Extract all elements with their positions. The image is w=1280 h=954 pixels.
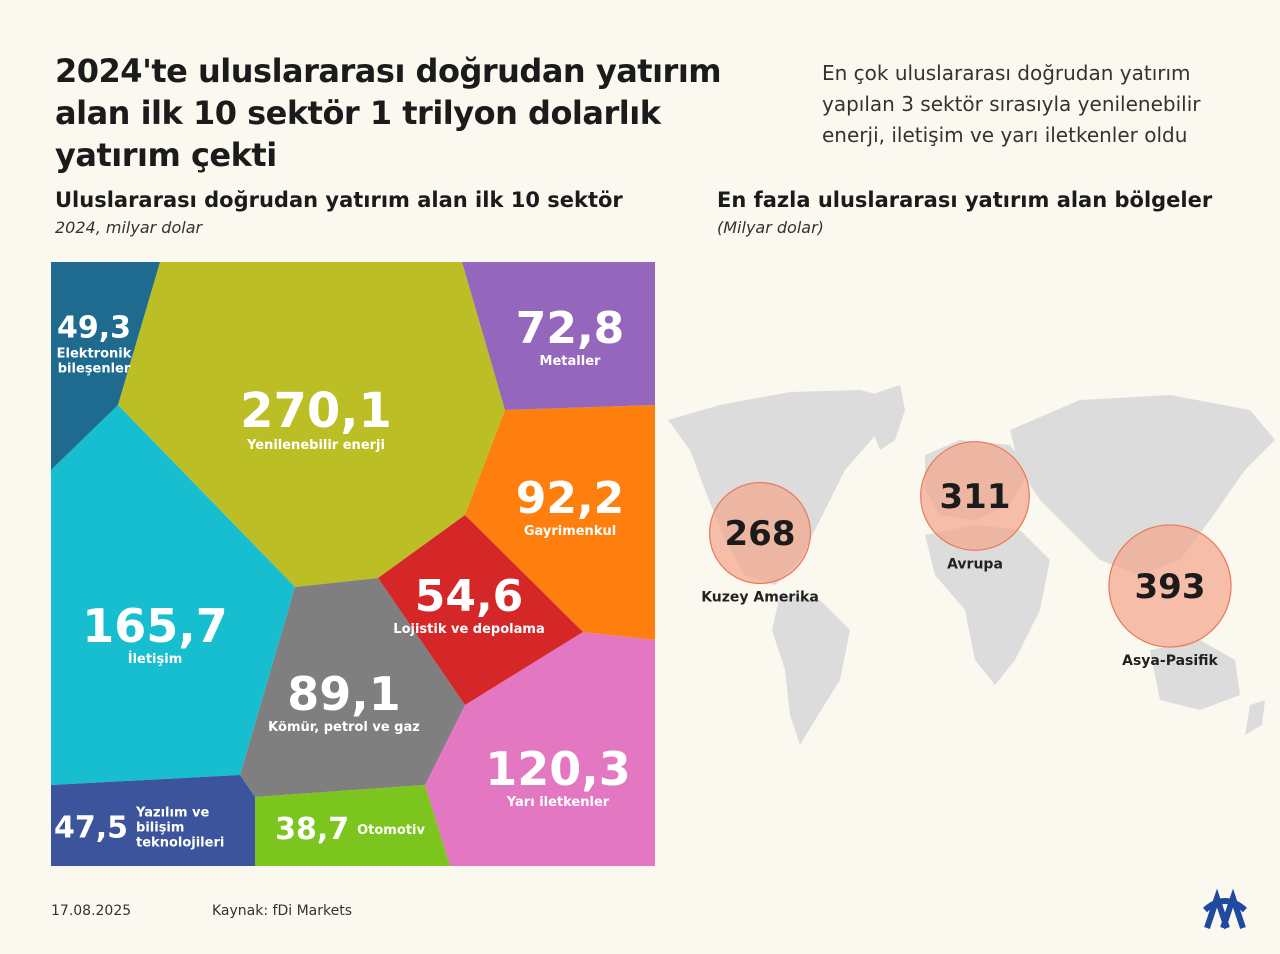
region-label: Asya-Pasifik [1122,653,1218,669]
value-label: 89,1 [287,667,401,721]
value-label: 54,6 [414,571,524,622]
section-heading: Uluslararası doğrudan yatırım alan ilk 1… [55,188,623,237]
sector-name: Otomotiv [357,822,425,838]
title: 2024'te uluslararası doğrudan yatırım al… [55,52,722,174]
sector-cell [240,578,465,797]
sector-label: 47,5 Yazılım ve bilişim teknolojileri [54,806,256,851]
sector-label: 165,7 İletişim [82,603,228,667]
sector-name: Lojistik ve depolama [393,622,545,637]
bubble-value: 393 [1135,567,1206,607]
value-label: 270,1 [240,383,392,439]
sector-name: Yarı iletkenler [506,795,610,810]
value-label: 38,7 [275,812,350,847]
sector-label: 38,7 Otomotiv [275,815,425,845]
summary: En çok uluslararası doğrudan yatırım yap… [822,61,1201,147]
sector-label: 54,6 Lojistik ve depolama [393,571,545,638]
value-label: 49,3 [56,310,132,346]
source: Kaynak: fDi Markets [212,903,352,919]
sector-name: Kömür, petrol ve gaz [268,720,420,735]
sector-cell [378,515,583,705]
bubble [708,481,812,585]
sector-cell [51,775,255,866]
region-label: Kuzey Amerika [701,589,819,605]
bubble-value: 311 [940,477,1011,517]
sector-name: Yazılım ve bilişim teknolojileri [136,805,225,851]
chart-subtitle: 2024, milyar dolar [55,218,203,237]
sector-name: Yenilenebilir enerji [247,438,385,453]
section-heading: En fazla uluslararası yatırım alan bölge… [717,188,1212,237]
region-label: Avrupa [947,556,1003,572]
sector-name: Elektronik bileşenler [56,346,132,377]
bubble-value: 268 [725,514,796,554]
value-label: 72,8 [515,303,625,354]
sector-label: 270,1 Yenilenebilir enerji [240,387,392,453]
sector-cell [425,632,655,866]
value-label: 165,7 [82,599,228,653]
sector-cell [118,262,505,587]
sector-name: Gayrimenkul [523,524,617,539]
sector-cell [51,405,295,785]
bubble [1108,524,1232,648]
sector-label: 89,1 Kömür, petrol ve gaz [268,671,420,735]
sector-label: 49,3 Elektronik bileşenler [54,310,134,377]
sector-cell [462,262,655,410]
value-label: 92,2 [515,473,625,524]
logo [1202,888,1248,929]
value-label: 47,5 [53,810,129,845]
sector-name: İletişim [127,652,183,667]
sector-label: 92,2 Gayrimenkul [515,473,625,540]
sector-label: 72,8 Metaller [515,303,625,370]
bubble [920,441,1030,551]
chart-title: Uluslararası doğrudan yatırım alan ilk 1… [55,188,623,212]
sector-label: 120,3 Yarı iletkenler [485,746,631,810]
value-label: 120,3 [485,742,631,796]
date: 17.08.2025 [51,903,132,919]
chart-title: En fazla uluslararası yatırım alan bölge… [717,188,1213,212]
sector-cell [51,262,160,470]
chart-subtitle: (Milyar dolar) [717,218,824,237]
sector-cell [465,405,655,640]
sector-name: Metaller [539,354,601,369]
sector-cell [255,785,450,866]
